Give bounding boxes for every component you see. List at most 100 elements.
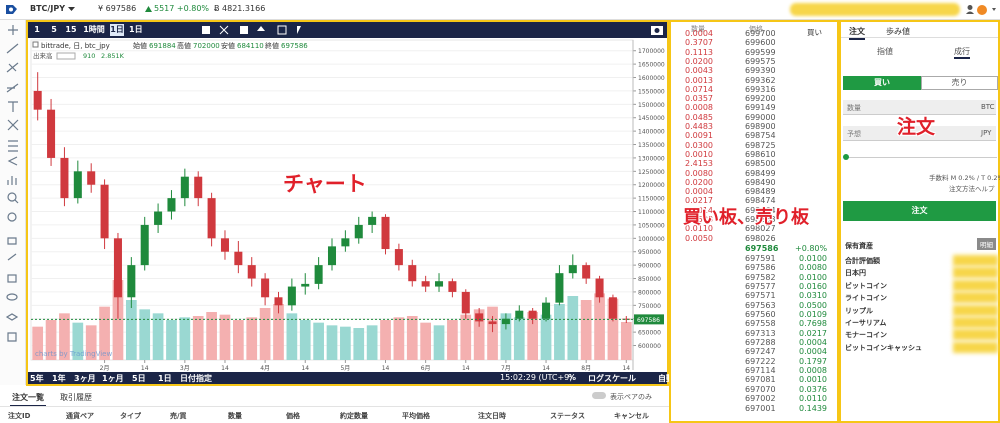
blurred-value [953,329,998,341]
ask-price: 698489 [745,187,776,197]
orders-tab[interactable]: 注文一覧 [10,392,46,407]
range-button[interactable]: 5日 [132,374,146,383]
details-button[interactable]: 明細 [977,238,996,250]
bid-amount: 0.0160 [799,281,827,291]
volume-bar [152,313,164,360]
pair-selector[interactable]: BTC/JPY [30,4,65,13]
bid-amount: 0.0109 [799,310,827,319]
legend-icon [32,41,39,48]
candle-body [234,251,243,266]
ask-price: 699575 [745,56,776,66]
panel-tab[interactable]: 注文 [849,26,865,40]
input-label: 数量 [847,104,861,112]
interval-button[interactable]: 1 [34,25,40,34]
help-link[interactable]: 注文方法ヘルプ [949,185,995,193]
ask-price: 698754 [745,131,776,141]
chart-tool-icons[interactable] [198,23,328,37]
bid-amount: 0.1797 [799,356,827,366]
candle-body [501,318,510,325]
range-button[interactable]: 1年 [52,374,66,383]
order-type[interactable]: 成行 [954,46,970,59]
volume-bar [406,316,418,360]
candle-body [47,109,56,158]
toggle[interactable] [592,392,606,399]
volume-bar [500,313,512,360]
interval-button[interactable]: 15 [65,25,77,34]
slider-track [847,157,997,158]
interval-dropdown[interactable]: 1日 [129,25,143,34]
orders-tab[interactable]: 取引履歴 [60,393,92,402]
interval-button[interactable]: 5 [51,25,57,34]
chart-option[interactable]: % [568,373,577,382]
bid-price: 697114 [745,366,776,376]
chart-option[interactable]: 自動 [658,374,674,383]
volume-legend-label: 出来高 [33,51,53,60]
tool-icons[interactable] [0,20,25,385]
ask-price: 699700 [745,29,776,38]
interval-button[interactable]: 1日 [110,24,124,36]
legend-label: 終値 [265,41,279,50]
candle-body [568,265,577,274]
bid-amount: 0.0110 [799,394,827,404]
ask-amount: 0.0013 [685,75,713,85]
candle-body [73,171,82,199]
volume-bar [45,320,57,360]
volume-bar [513,317,525,360]
slider-handle[interactable] [843,154,849,160]
bid-price: 697288 [745,338,776,348]
panel-tab[interactable]: 歩み値 [886,27,910,36]
column-header: 数量 [228,412,242,420]
range-button[interactable]: 3ヶ月 [74,374,96,383]
side-sell[interactable]: 売り [921,76,998,90]
order-book: 数量 価格 買い 0.0004 699700 0.3707 699600 0.1113 6995… [671,22,837,421]
side-buy[interactable]: 買い [843,76,921,90]
bid-amount: 0.0217 [799,328,827,338]
y-tick-label: 1700000 [638,48,665,55]
legend-label: 高値 [177,41,191,50]
ask-price: 698500 [745,159,776,169]
bid-price: 697081 [745,375,776,385]
blurred-value [953,267,998,279]
volume-bar [393,317,405,360]
chart-option[interactable]: ログスケール [588,374,636,383]
x-tick-label: 14 [382,365,390,372]
blurred-value [953,279,998,291]
book-header: 買い [807,28,822,37]
annotation-order: 注文 [897,116,936,138]
legend-value: 684110 [237,42,264,50]
range-button[interactable]: 5年 [30,374,44,383]
range-button[interactable]: 日付指定 [180,374,212,383]
ask-price: 698464 [745,205,776,215]
range-button[interactable]: 1ヶ月 [102,374,124,383]
interval-button[interactable]: 1時間 [83,25,105,34]
submit-button[interactable]: 注文 [843,201,996,221]
candle-body [207,198,216,239]
ask-amount: 0.0014 [685,205,713,215]
column-header: 平均価格 [402,412,430,420]
volume-24h: Ƀ 4821.3166 [214,4,266,13]
volume-bar [594,293,605,360]
price-chart: 6000006500007000007500008000008500009000… [30,39,665,372]
blurred-value [953,255,998,266]
volume-bar [527,312,539,360]
bid-amount: 0.0100 [799,272,827,282]
candle-body [60,157,69,199]
order-panel: 注文 歩み値 指値 成行 買い 売り 数量 BTC 予想 JPY 手数料 M 0.2% / T 0.… [839,20,1000,423]
candle-body [180,176,189,199]
ask-price: 698725 [745,140,776,150]
ask-amount: 0.0485 [685,112,713,122]
order-type[interactable]: 指値 [877,47,893,56]
ask-amount: 0.4483 [685,122,713,131]
range-button[interactable]: 1日 [158,374,172,383]
column-header: 売/買 [170,412,187,420]
tab-divider [841,37,998,38]
x-tick-label: 14 [542,365,550,372]
candle-body [301,283,310,287]
candle-body [274,297,283,306]
user-icons[interactable] [965,4,997,16]
ask-price: 699390 [745,66,776,76]
y-tick-label: 1350000 [638,142,665,149]
screenshot-icon[interactable] [650,24,664,36]
volume-bar [567,296,579,360]
